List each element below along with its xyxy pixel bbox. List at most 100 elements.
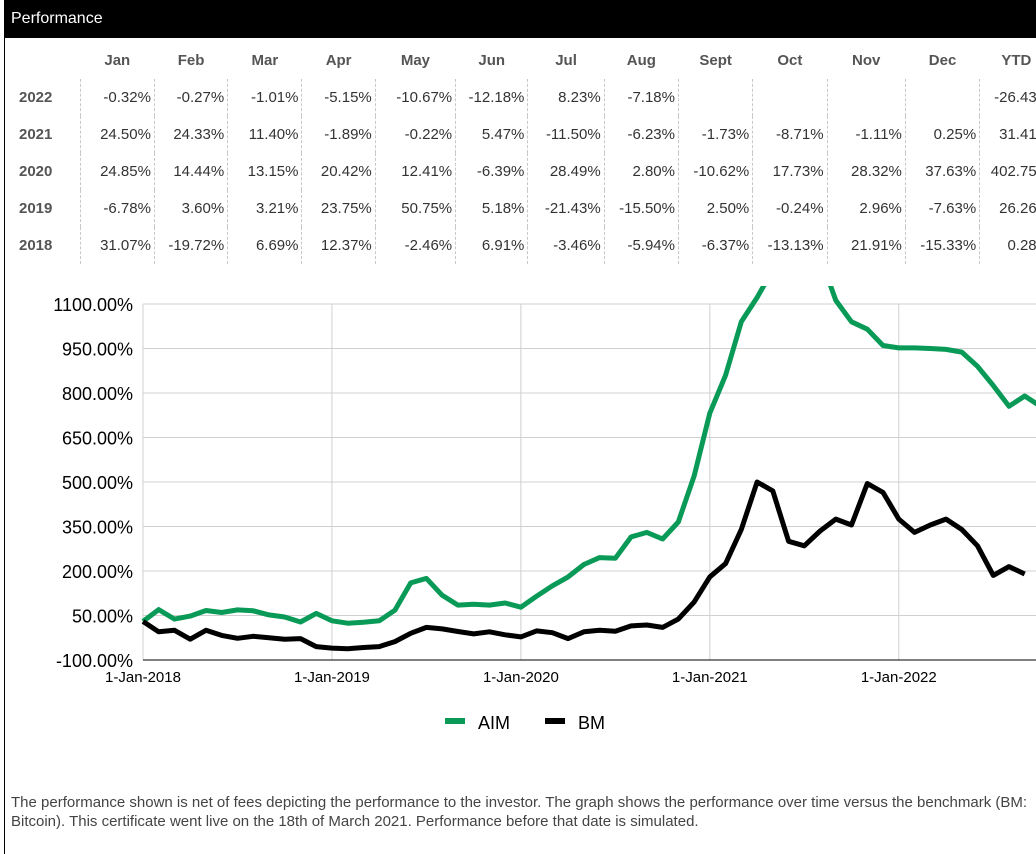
return-cell: 6.69%: [227, 227, 302, 264]
y-tick-label: 500.00%: [62, 473, 133, 493]
return-cell: -11.50%: [527, 116, 605, 153]
return-cell: 24.50%: [79, 116, 155, 153]
x-tick-label: 1-Jan-2021: [672, 669, 748, 686]
return-cell: 5.18%: [455, 190, 528, 227]
return-cell: -13.13%: [752, 227, 828, 264]
return-cell: -10.62%: [677, 153, 753, 190]
return-cell: -0.27%: [153, 79, 228, 116]
return-cell: -0.32%: [79, 79, 155, 116]
y-tick-label: 1100.00%: [53, 295, 133, 315]
return-cell: -12.18%: [455, 79, 528, 116]
performance-line-chart: 1100.00% 950.00% 800.00% 650.00% 500.00% 350.…: [53, 286, 1036, 733]
x-tick-label: 1-Jan-2022: [861, 669, 937, 686]
y-tick-label: 50.00%: [72, 607, 133, 627]
return-cell: -1.11%: [826, 116, 906, 153]
panel-title: Performance: [11, 10, 103, 27]
return-cell: -21.43%: [527, 190, 605, 227]
return-cell: -5.94%: [603, 227, 679, 264]
return-cell: -6.78%: [79, 190, 155, 227]
table-row: 2021 24.50% 24.33% 11.40% -1.89% -0.22% 5.47% -…: [13, 116, 1036, 153]
table-row: 2018 31.07% -19.72% 6.69% 12.37% -2.46% 6.91% -…: [13, 227, 1036, 264]
legend-swatch-bm: [545, 718, 565, 724]
month-header: Feb: [177, 52, 205, 69]
return-cell: 2.80%: [603, 153, 679, 190]
month-header: Jan: [104, 52, 131, 69]
return-cell: -6.23%: [603, 116, 679, 153]
month-header: Dec: [928, 52, 957, 69]
return-cell: -7.18%: [603, 79, 679, 116]
performance-panel: Performance Jan Feb Mar Apr May Jun Jul Aug Sept…: [4, 0, 1036, 854]
y-tick-label: 800.00%: [62, 384, 133, 404]
row-year: 2019: [19, 200, 53, 217]
return-cell: -1.89%: [301, 116, 376, 153]
return-cell: 23.75%: [301, 190, 376, 227]
return-cell: 17.73%: [752, 153, 828, 190]
row-year: 2022: [19, 89, 53, 106]
return-cell: 31.41%: [979, 116, 1036, 153]
return-cell: -19.72%: [153, 227, 228, 264]
return-cell: 24.85%: [79, 153, 155, 190]
return-cell: -1.01%: [227, 79, 302, 116]
return-cell: 8.23%: [527, 79, 605, 116]
month-header: Sept: [699, 52, 732, 69]
y-tick-label: 200.00%: [62, 562, 133, 582]
return-cell: 31.07%: [79, 227, 155, 264]
legend-label-aim: AIM: [478, 713, 510, 733]
return-cell: 21.91%: [826, 227, 906, 264]
return-cell: 402.75%: [979, 153, 1036, 190]
return-cell: -10.67%: [374, 79, 456, 116]
y-tick-label: 350.00%: [62, 518, 133, 538]
panel-header: Performance: [5, 0, 1036, 38]
y-tick-label: 950.00%: [62, 340, 133, 360]
month-header: YTD: [1001, 52, 1032, 69]
return-cell: 20.42%: [301, 153, 376, 190]
table-header-row: Jan Feb Mar Apr May Jun Jul Aug Sept Oct Nov Dec YTD: [13, 42, 1036, 79]
return-cell: 11.40%: [227, 116, 302, 153]
x-tick-label: 1-Jan-2019: [294, 669, 370, 686]
return-cell: 2.50%: [677, 190, 753, 227]
table-row: 2019 -6.78% 3.60% 3.21% 23.75% 50.75% 5.18% -21…: [13, 190, 1036, 227]
row-year: 2020: [19, 163, 53, 180]
return-cell: 12.37%: [301, 227, 376, 264]
return-cell: 50.75%: [374, 190, 456, 227]
return-cell: -8.71%: [752, 116, 828, 153]
table-row: 2020 24.85% 14.44% 13.15% 20.42% 12.41% -6.39%…: [13, 153, 1036, 190]
row-year: 2021: [19, 126, 53, 143]
return-cell: 13.15%: [227, 153, 302, 190]
legend-label-bm: BM: [578, 713, 605, 733]
return-cell: -0.22%: [374, 116, 456, 153]
table-row: 2022 -0.32% -0.27% -1.01% -5.15% -10.67% -12.1…: [13, 79, 1036, 116]
return-cell: 12.41%: [374, 153, 456, 190]
month-header: Jul: [555, 52, 577, 69]
month-header: Apr: [325, 52, 352, 69]
return-cell: -1.73%: [677, 116, 753, 153]
return-cell: 3.60%: [153, 190, 228, 227]
return-cell: -15.33%: [904, 227, 980, 264]
x-tick-label: 1-Jan-2018: [105, 669, 181, 686]
return-cell: 3.21%: [227, 190, 302, 227]
return-cell: -2.46%: [374, 227, 456, 264]
year-header: [13, 42, 80, 79]
return-cell: -3.46%: [527, 227, 605, 264]
return-cell: -6.37%: [677, 227, 753, 264]
performance-footnote: The performance shown is net of fees dep…: [11, 794, 1028, 830]
month-header: Mar: [251, 52, 279, 69]
month-header: Nov: [852, 52, 881, 69]
month-header: Oct: [777, 52, 803, 69]
return-cell: 28.32%: [826, 153, 906, 190]
monthly-returns-table: Jan Feb Mar Apr May Jun Jul Aug Sept Oct Nov Dec YTD…: [13, 42, 1036, 264]
return-cell: [752, 79, 828, 116]
return-cell: -0.24%: [752, 190, 828, 227]
return-cell: -26.43%: [979, 79, 1036, 116]
return-cell: 28.49%: [527, 153, 605, 190]
return-cell: 14.44%: [153, 153, 228, 190]
series-line-aim: [141, 286, 1036, 626]
return-cell: 5.47%: [455, 116, 528, 153]
y-tick-label: 650.00%: [62, 429, 133, 449]
return-cell: 26.26%: [979, 190, 1036, 227]
legend-swatch-aim: [445, 718, 465, 724]
return-cell: -15.50%: [603, 190, 679, 227]
return-cell: -5.15%: [301, 79, 376, 116]
x-tick-label: 1-Jan-2020: [483, 669, 559, 686]
row-year: 2018: [19, 237, 53, 254]
